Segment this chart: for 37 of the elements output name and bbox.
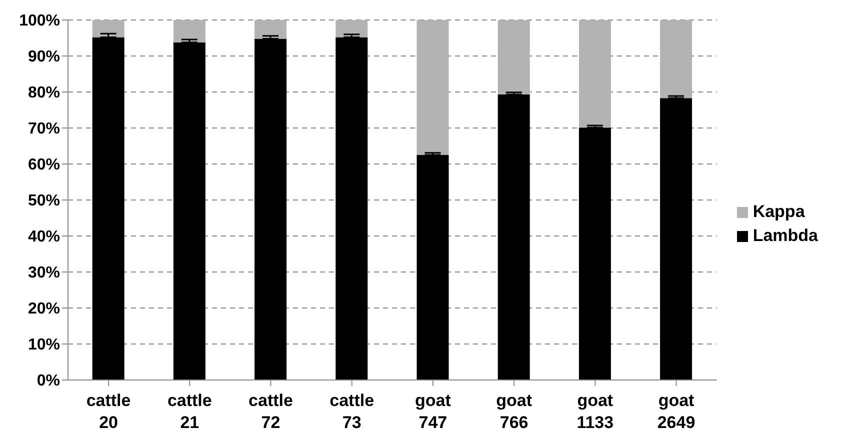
y-tick-label: 40%	[28, 228, 60, 246]
x-tick-label: goat 766	[496, 391, 532, 432]
y-tick-label: 50%	[28, 192, 60, 210]
bar	[254, 20, 287, 39]
x-tick-label: cattle 72	[248, 391, 293, 432]
y-tick-label: 10%	[28, 336, 60, 354]
bar	[578, 128, 611, 380]
x-tick-label: goat 747	[415, 391, 452, 432]
y-tick-label: 20%	[28, 300, 60, 318]
y-tick-label: 70%	[28, 120, 60, 138]
bar	[173, 42, 206, 380]
bar	[336, 20, 368, 38]
legend-label: Lambda	[752, 226, 818, 246]
bar	[92, 20, 124, 38]
x-tick-label: cattle 21	[167, 391, 212, 432]
bar	[578, 20, 611, 128]
y-tick-label: 60%	[28, 156, 60, 174]
x-tick-label: cattle 73	[330, 391, 374, 432]
bar	[498, 94, 530, 380]
y-tick-label: 80%	[28, 84, 60, 102]
bar	[660, 20, 692, 98]
bar	[416, 20, 449, 155]
y-tick-label: 100%	[19, 12, 60, 30]
bar	[336, 37, 368, 380]
bar	[92, 37, 124, 380]
x-tick-label: cattle 20	[86, 391, 131, 432]
y-tick-label: 90%	[28, 48, 60, 66]
bar	[416, 155, 449, 380]
y-tick-label: 30%	[28, 264, 60, 282]
bar	[254, 38, 287, 380]
x-tick-label: goat 1133	[576, 391, 614, 432]
bar	[173, 20, 206, 42]
bar	[498, 20, 530, 95]
bar	[660, 98, 692, 380]
x-tick-label: goat 2649	[657, 391, 696, 432]
y-tick-label: 0%	[36, 372, 60, 390]
legend-label: Kappa	[752, 202, 805, 222]
